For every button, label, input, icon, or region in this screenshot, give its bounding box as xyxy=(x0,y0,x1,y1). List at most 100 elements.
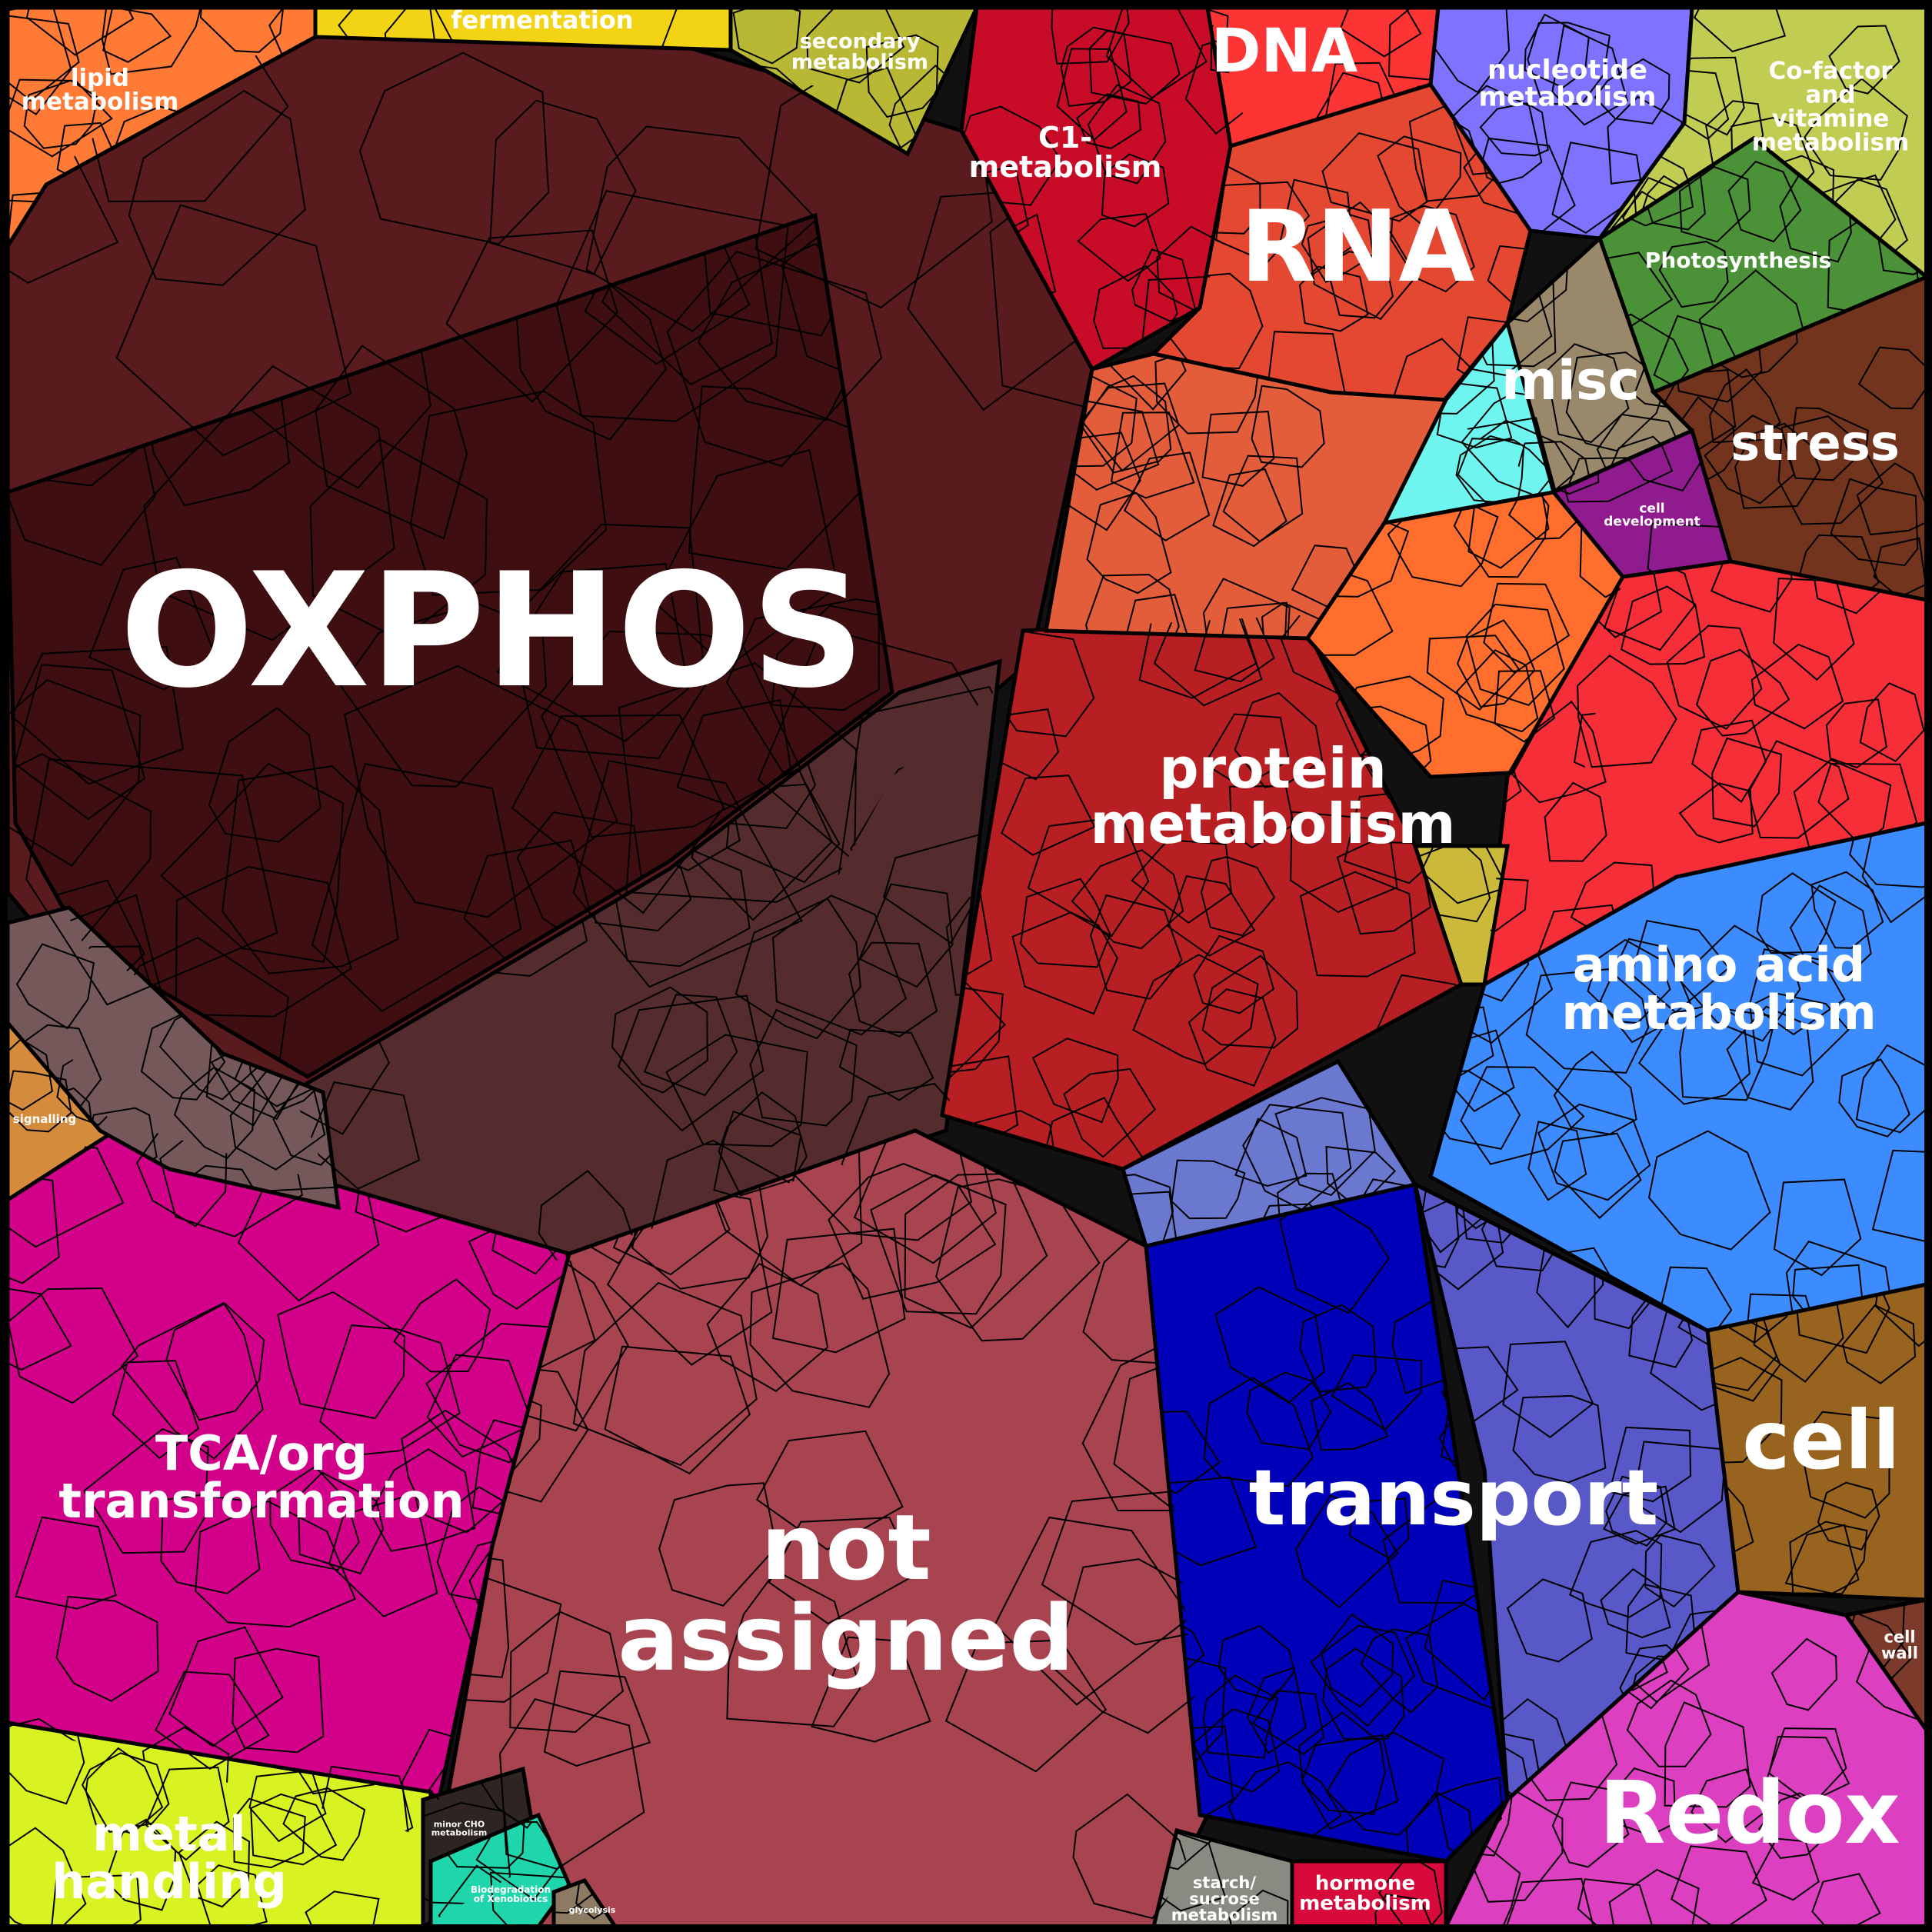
subcategory-cell xyxy=(1841,1304,1917,1384)
label-line: lipid xyxy=(71,64,129,92)
subcategory-cell xyxy=(666,251,882,468)
subcategory-cell xyxy=(1415,1184,1460,1268)
subcategory-cell xyxy=(1426,635,1520,711)
subcategory-cell xyxy=(1596,413,1692,492)
subcategory-cell xyxy=(1603,1485,1676,1545)
subcategory-cell xyxy=(1828,25,1900,95)
subcategory-cell xyxy=(11,645,184,785)
subcategory-cell xyxy=(1856,462,1927,536)
label-cell-development: cell development xyxy=(1604,501,1700,530)
subcategory-cell xyxy=(1210,9,1254,78)
label-stress: stress xyxy=(1730,415,1900,472)
subcategory-cell xyxy=(706,1262,829,1393)
subcategory-cell xyxy=(1653,315,1749,392)
subcategory-cell xyxy=(1792,1264,1865,1331)
subcategory-cell xyxy=(1810,871,1884,949)
subcategory-cell xyxy=(865,34,939,118)
subcategory-cell xyxy=(338,8,438,50)
subcategory-cell xyxy=(1214,181,1311,264)
subcategory-cell xyxy=(1608,1868,1700,1927)
subcategory-cell xyxy=(1787,407,1869,481)
subcategory-cell xyxy=(25,758,278,1006)
subcategory-cell xyxy=(1101,153,1170,228)
cells-fermentation xyxy=(338,8,731,50)
subcategory-cell xyxy=(1817,1481,1880,1551)
subcategory-cell xyxy=(1060,26,1132,108)
subcategory-cell xyxy=(1734,422,1821,509)
subcategory-cell xyxy=(543,1670,651,1767)
label-line: metabolism xyxy=(22,88,179,115)
subcategory-cell xyxy=(8,1283,72,1371)
subcategory-cell xyxy=(1587,938,1671,1024)
label-line: metabolism xyxy=(1299,1892,1431,1915)
subcategory-cell xyxy=(665,1034,808,1148)
label-line: cell xyxy=(1884,1628,1915,1647)
subcategory-cell xyxy=(1294,1494,1399,1609)
label-line: glycolysis xyxy=(569,1905,616,1915)
subcategory-cell xyxy=(1261,601,1323,638)
subcategory-cell xyxy=(1751,1837,1820,1901)
subcategory-cell xyxy=(1146,1411,1221,1494)
subcategory-cell xyxy=(1246,1666,1307,1754)
subcategory-cell xyxy=(1553,1051,1637,1135)
subcategory-cell xyxy=(1537,1103,1651,1201)
subcategory-cell xyxy=(431,1551,510,1678)
subcategory-cell xyxy=(1320,1613,1394,1708)
subcategory-cell xyxy=(1825,698,1887,769)
subcategory-cell xyxy=(572,760,803,988)
subcategory-cell xyxy=(1307,508,1410,598)
label-line: metabolism xyxy=(1090,791,1455,856)
label-line: not xyxy=(761,1494,931,1601)
subcategory-cell xyxy=(1746,1293,1820,1331)
subcategory-cell xyxy=(944,1639,1108,1773)
subcategory-cell xyxy=(1251,385,1325,468)
subcategory-cell xyxy=(237,1184,380,1302)
subcategory-cell xyxy=(1200,856,1276,937)
subcategory-cell xyxy=(994,1516,1191,1706)
subcategory-cell xyxy=(1290,811,1398,914)
subcategory-cell xyxy=(165,1302,265,1421)
subcategory-cell xyxy=(1228,1889,1289,1927)
subcategory-cell xyxy=(55,1595,159,1702)
label-nucleotide-metabolism: nucleotide metabolism xyxy=(1479,55,1657,113)
subcategory-cell xyxy=(1405,1790,1475,1861)
label-line: metabolism xyxy=(1752,128,1910,156)
subcategory-cell xyxy=(1603,561,1696,651)
cells-mustard-unlabeled xyxy=(1415,846,1507,923)
subcategory-cell xyxy=(1301,1734,1399,1830)
subcategory-cell xyxy=(870,1174,1007,1315)
subcategory-cell xyxy=(1167,874,1256,957)
subcategory-cell xyxy=(475,1820,564,1901)
subcategory-cell xyxy=(585,125,818,332)
subcategory-cell xyxy=(781,225,892,405)
subcategory-cell xyxy=(1710,561,1793,613)
subcategory-cell xyxy=(8,8,72,115)
subcategory-cell xyxy=(572,1281,758,1467)
subcategory-cell xyxy=(1704,415,1796,505)
subcategory-cell xyxy=(102,8,172,63)
subcategory-cell xyxy=(1202,578,1291,638)
subcategory-cell xyxy=(25,8,135,56)
label-glycolysis: glycolysis xyxy=(569,1905,616,1915)
subcategory-cell xyxy=(756,1430,904,1551)
subcategory-cell xyxy=(1726,1005,1814,1111)
subcategory-cell xyxy=(1072,1793,1190,1920)
label-not-assigned: not assigned xyxy=(618,1494,1074,1691)
subcategory-cell xyxy=(1310,1624,1416,1727)
subcategory-cell xyxy=(82,1427,209,1554)
subcategory-cell xyxy=(1502,1341,1594,1438)
subcategory-cell xyxy=(555,190,789,422)
subcategory-cell xyxy=(168,1626,284,1747)
subcategory-cell xyxy=(195,1500,356,1628)
subcategory-cell xyxy=(989,177,1092,411)
subcategory-cell xyxy=(23,79,98,149)
subcategory-cell xyxy=(942,987,1004,1074)
subcategory-cell xyxy=(318,1324,461,1456)
label-line: secondary xyxy=(800,29,921,53)
subcategory-cell xyxy=(771,1227,906,1354)
subcategory-cell xyxy=(1647,522,1730,577)
label-line: metabolism xyxy=(1479,82,1657,113)
subcategory-cell xyxy=(1577,655,1677,768)
subcategory-cell xyxy=(1691,719,1767,803)
